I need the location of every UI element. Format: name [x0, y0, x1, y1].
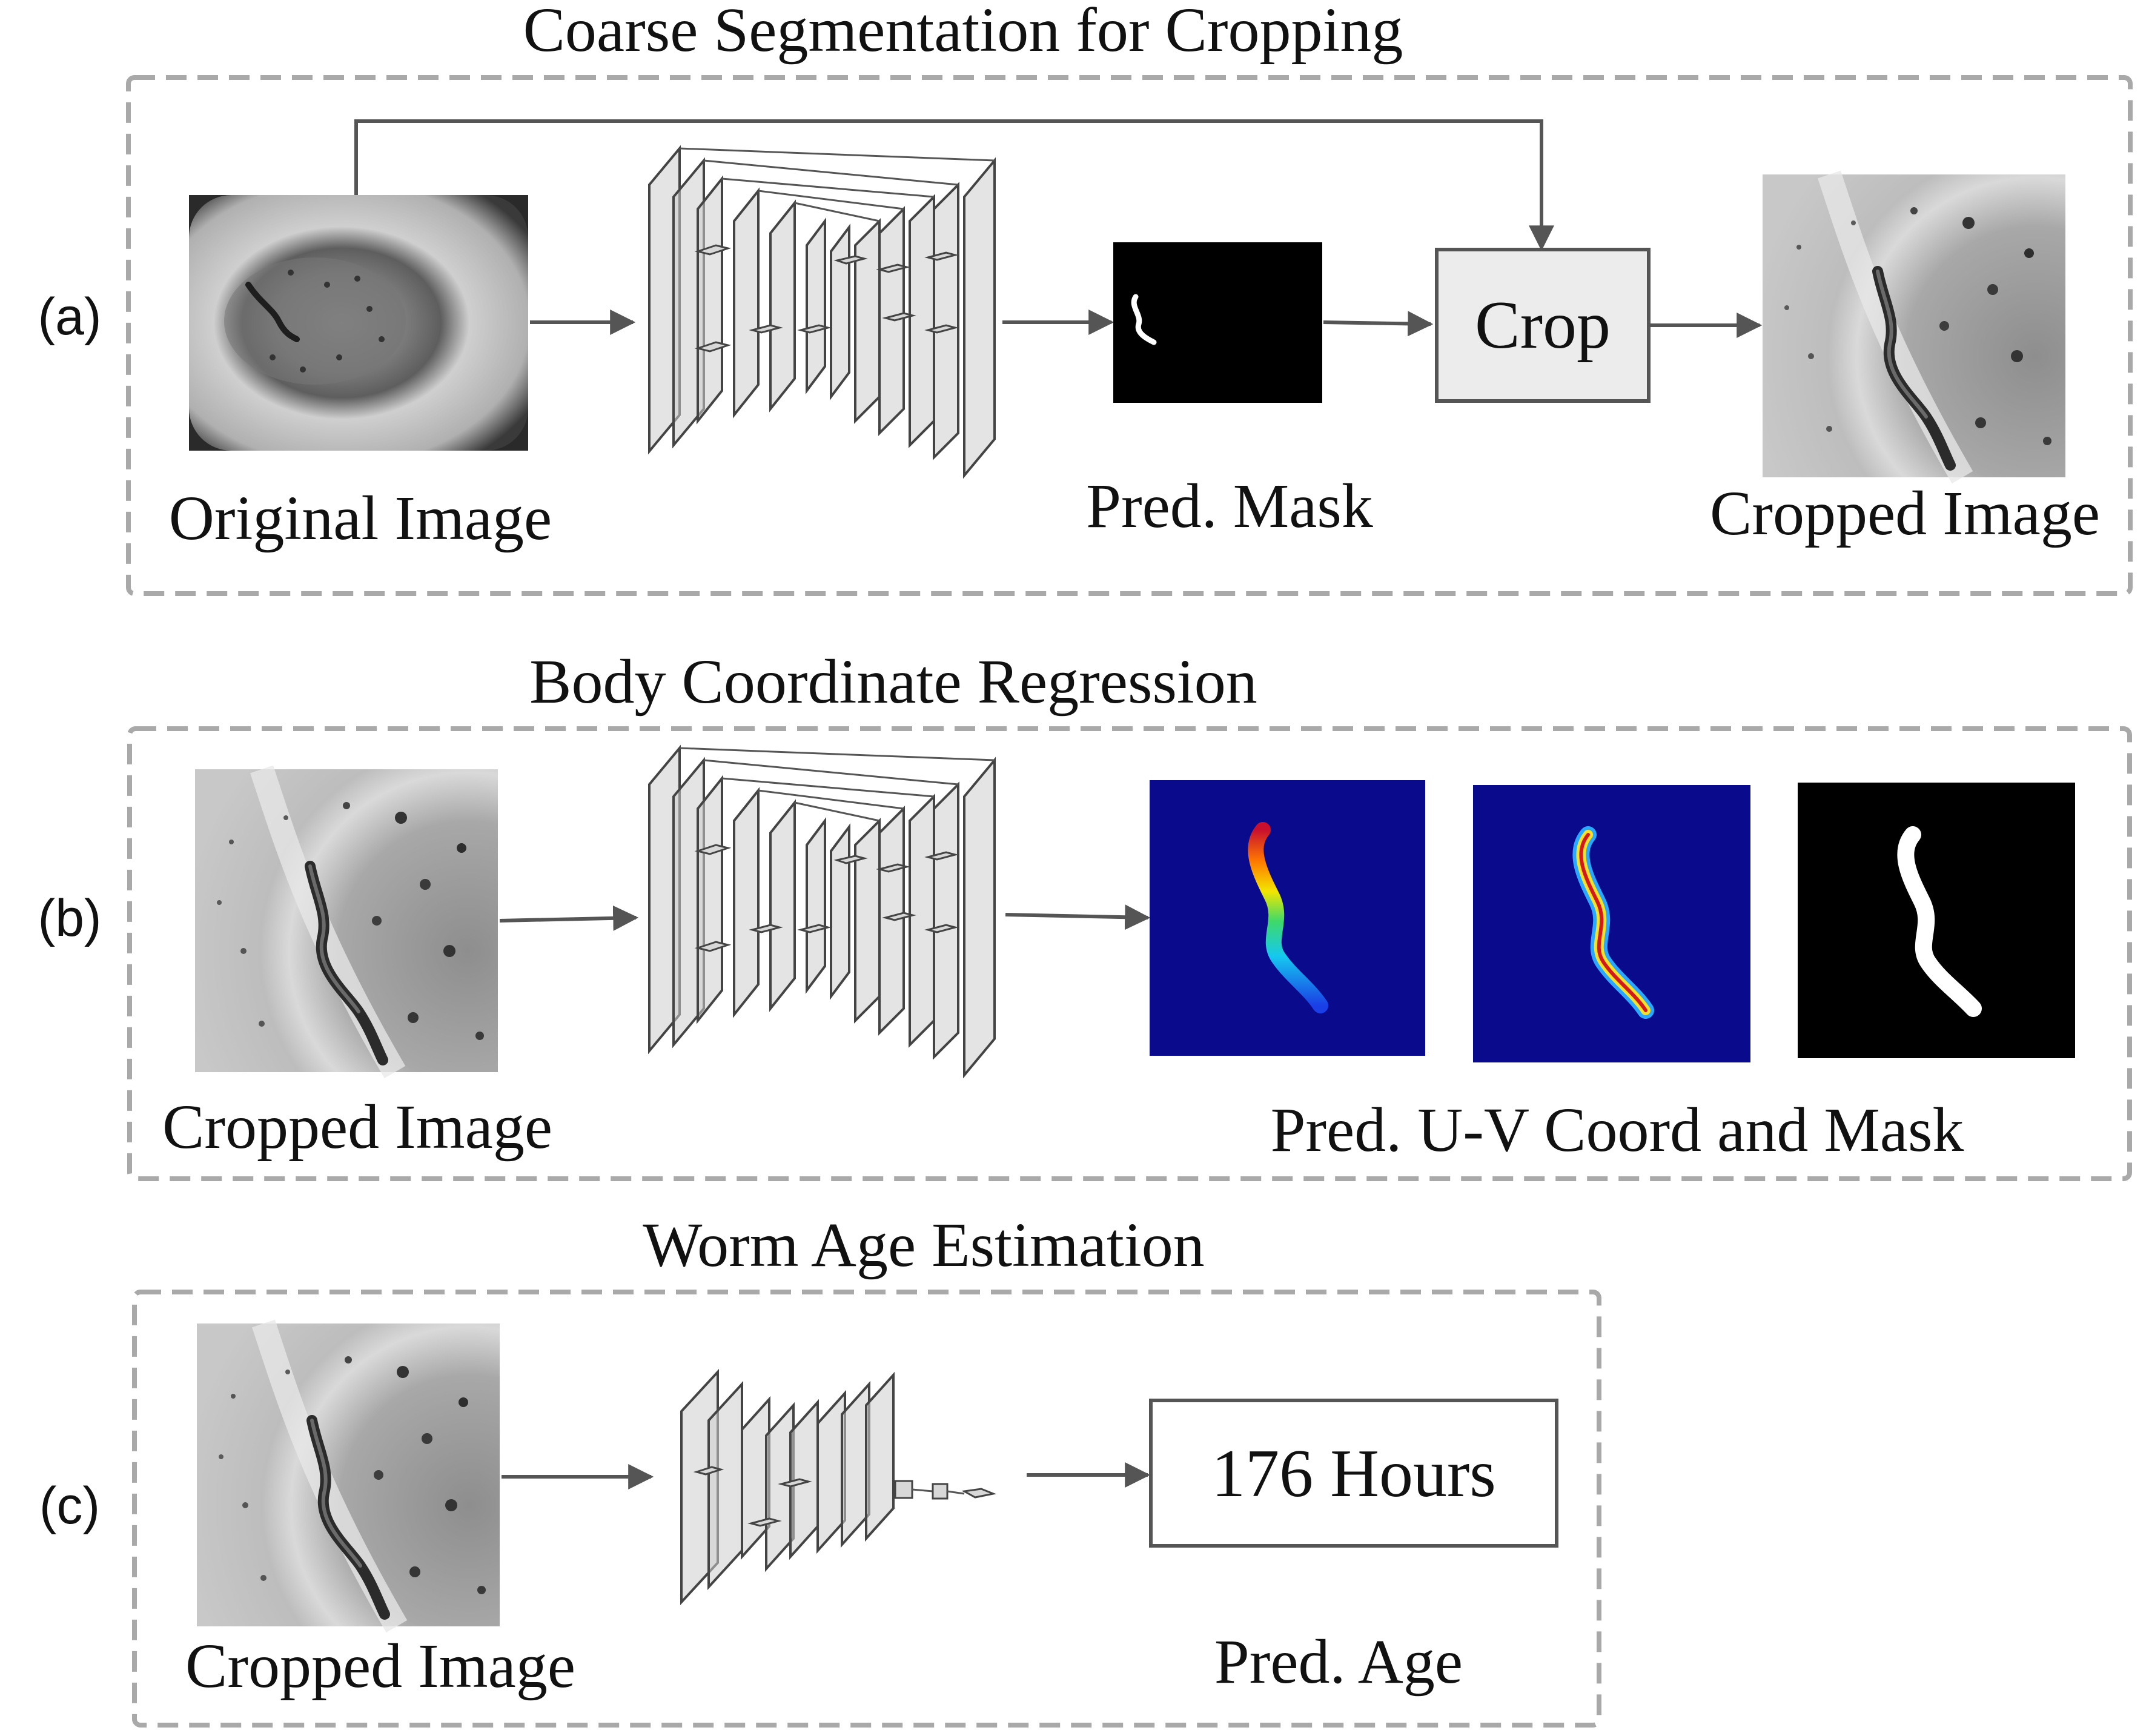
panel-c-title: Worm Age Estimation — [643, 1210, 1205, 1280]
regression-network — [648, 747, 996, 1076]
cropped-image-c-caption: Cropped Image — [185, 1631, 575, 1701]
segmentation-network — [648, 147, 996, 477]
panel-c: Worm Age Estimation (c) Cropped Image — [39, 1210, 1601, 1728]
crop-box-label: Crop — [1475, 288, 1611, 363]
panel-c-border — [132, 1290, 1601, 1728]
panel-c-label: (c) — [39, 1477, 100, 1535]
arrow-b1 — [499, 905, 639, 931]
age-network — [680, 1368, 997, 1606]
original-image — [189, 195, 528, 451]
panel-a-label: (a) — [38, 288, 101, 346]
panel-b: Body Coordinate Regression (b) Cropped I… — [38, 647, 2132, 1181]
arrow-skip-to-crop — [354, 119, 1554, 251]
panel-a-title: Coarse Segmentation for Cropping — [523, 0, 1403, 65]
arrow-a3 — [1323, 311, 1434, 337]
uv-output-caption: Pred. U-V Coord and Mask — [1271, 1095, 1964, 1165]
age-output-box: 176 Hours — [1149, 1399, 1558, 1548]
panel-a-border — [126, 75, 2133, 596]
arrow-b2 — [1005, 904, 1151, 930]
body-mask — [1798, 783, 2075, 1058]
cropped-image-a — [1763, 174, 2065, 477]
panel-b-border — [127, 726, 2132, 1181]
cropped-image-a-caption: Cropped Image — [1710, 479, 2100, 548]
predicted-age-caption: Pred. Age — [1214, 1627, 1463, 1697]
v-coordinate-map — [1473, 785, 1750, 1062]
predicted-mask-caption: Pred. Mask — [1086, 471, 1373, 541]
panel-b-title: Body Coordinate Regression — [529, 647, 1257, 717]
age-output-label: 176 Hours — [1211, 1436, 1496, 1511]
cropped-image-b — [195, 769, 498, 1072]
panel-a: Coarse Segmentation for Cropping (a) Ori… — [38, 0, 2133, 596]
original-image-caption: Original Image — [169, 483, 552, 553]
predicted-mask — [1113, 242, 1322, 403]
cropped-image-b-caption: Cropped Image — [162, 1092, 552, 1162]
cropped-image-c — [197, 1324, 500, 1626]
panel-b-label: (b) — [38, 889, 101, 947]
fc-head — [894, 1480, 997, 1500]
crop-box: Crop — [1435, 248, 1651, 403]
u-coordinate-map — [1150, 780, 1425, 1056]
